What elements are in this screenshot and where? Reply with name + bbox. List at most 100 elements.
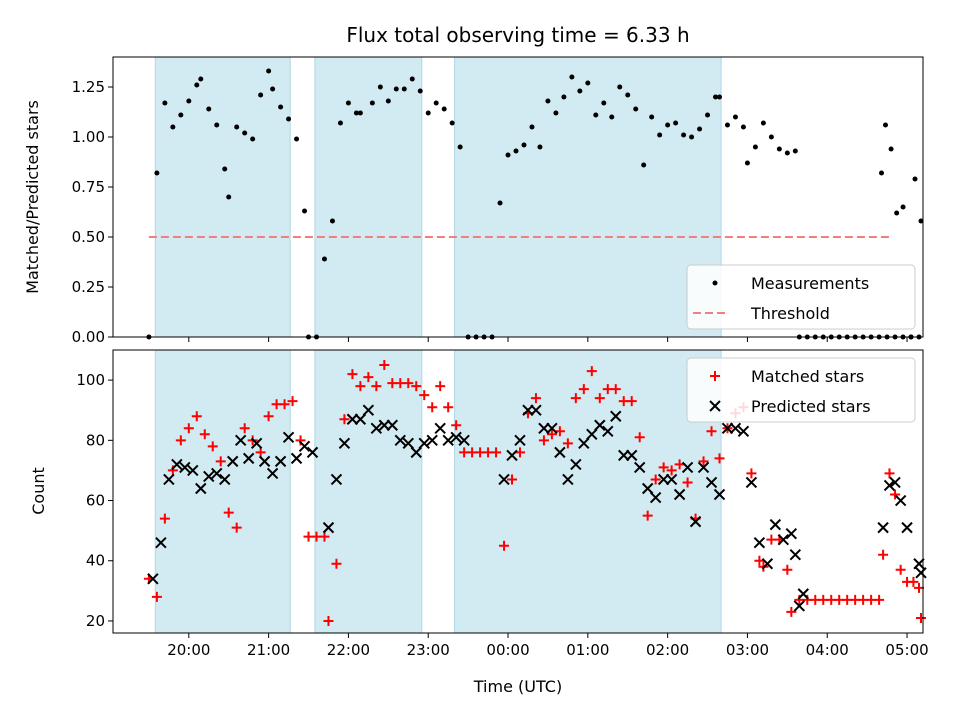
- axes-frame: [112, 56, 924, 338]
- predicted-stars-point: [877, 521, 889, 534]
- matched-stars-point: [650, 474, 661, 485]
- measurement-point: [545, 98, 551, 104]
- matched-stars-point: [642, 510, 653, 521]
- predicted-stars-point: [785, 527, 798, 540]
- observing-window-band: [314, 349, 423, 634]
- predicted-stars-point: [219, 473, 231, 486]
- matched-stars-point: [403, 378, 414, 389]
- legend-label: Threshold: [750, 304, 830, 323]
- matched-stars-point: [578, 384, 589, 395]
- matched-stars-point: [451, 420, 462, 431]
- matched-stars-point: [658, 462, 669, 473]
- predicted-stars-point: [354, 413, 367, 425]
- predicted-stars-point: [211, 467, 223, 480]
- top-panel-y-axis-label: Matched/Predicted stars: [23, 100, 42, 294]
- predicted-stars-point: [450, 431, 462, 444]
- measurement-point: [760, 120, 766, 126]
- measurement-point: [154, 170, 160, 176]
- measurement-point: [441, 106, 447, 112]
- predicted-stars-point: [155, 536, 167, 549]
- predicted-stars-point: [673, 488, 686, 501]
- measurement-point: [353, 110, 359, 116]
- matched-stars-point: [207, 441, 218, 452]
- measurement-point: [513, 148, 519, 154]
- matched-stars-point: [287, 396, 298, 407]
- matched-stars-point: [908, 576, 919, 587]
- predicted-stars-point: [195, 482, 207, 495]
- measurement-point: [377, 84, 383, 90]
- measurement-point: [585, 80, 591, 86]
- measurement-point: [888, 146, 894, 152]
- predicted-stars-point: [777, 533, 790, 546]
- predicted-stars-point: [586, 428, 598, 441]
- measurement-point: [401, 86, 407, 92]
- predicted-stars-point: [554, 446, 566, 459]
- predicted-stars-point: [641, 482, 654, 495]
- matched-stars-point: [916, 612, 926, 623]
- predicted-stars-point: [386, 419, 399, 431]
- matched-stars-point: [895, 564, 906, 575]
- matched-stars-point: [546, 429, 557, 440]
- matched-stars-point: [586, 366, 597, 377]
- measurement-point: [553, 110, 559, 116]
- predicted-stars-point: [546, 422, 558, 434]
- measurement-point: [294, 136, 300, 142]
- predicted-stars-point: [203, 470, 215, 483]
- measurement-point: [214, 122, 220, 128]
- y-tick-label: 80: [86, 431, 105, 449]
- matched-stars-point: [331, 558, 342, 569]
- predicted-stars-point: [901, 521, 913, 534]
- matched-stars-point: [562, 438, 573, 449]
- predicted-stars-point: [226, 455, 239, 468]
- predicted-stars-point: [689, 515, 702, 528]
- predicted-stars-point: [322, 521, 335, 534]
- predicted-stars-point: [282, 431, 295, 444]
- measurement-point: [345, 100, 351, 106]
- predicted-stars-point: [769, 518, 782, 531]
- measurement-point: [258, 92, 264, 98]
- predicted-stars-point: [498, 473, 510, 486]
- measurement-point: [912, 176, 918, 182]
- predicted-stars-point: [705, 476, 718, 489]
- predicted-stars-point: [665, 473, 678, 486]
- measurement-point: [302, 208, 308, 214]
- measurement-point: [776, 146, 782, 152]
- x-axis-label: Time (UTC): [473, 677, 562, 696]
- predicted-stars-point: [913, 558, 925, 570]
- observing-window-band: [454, 349, 722, 634]
- measurement-point: [641, 162, 647, 168]
- measurement-point: [357, 110, 363, 116]
- measurement-point: [222, 166, 228, 172]
- predicted-stars-point: [626, 449, 638, 462]
- measurement-point: [170, 124, 176, 130]
- measurement-point: [752, 144, 758, 150]
- x-tick-label: 20:00: [167, 641, 210, 659]
- measurement-point: [250, 136, 256, 142]
- y-tick-label: 100: [76, 371, 105, 389]
- predicted-stars-point: [506, 449, 518, 462]
- predicted-stars-point: [602, 425, 614, 437]
- matched-stars-point: [666, 465, 677, 476]
- measurement-point: [665, 122, 671, 128]
- measurement-point: [681, 132, 687, 138]
- predicted-stars-point: [530, 404, 542, 416]
- bottom-panel-y-axis-label: Count: [29, 467, 48, 515]
- observing-window-band: [314, 56, 423, 338]
- matched-stars-point: [782, 564, 793, 575]
- predicted-stars-point: [298, 440, 311, 453]
- predicted-stars-point: [713, 488, 726, 501]
- measurement-point: [337, 120, 343, 126]
- x-tick-label: 22:00: [327, 641, 370, 659]
- measurement-point: [657, 132, 663, 138]
- predicted-stars-point: [729, 422, 742, 434]
- predicted-stars-point: [745, 476, 758, 489]
- observing-window-band: [154, 349, 291, 634]
- predicted-stars-point: [306, 446, 319, 459]
- legend-label: Measurements: [751, 274, 869, 293]
- predicted-stars-point: [789, 549, 802, 561]
- measurement-point: [286, 116, 292, 122]
- matched-stars-point: [530, 393, 541, 404]
- measurement-point: [617, 84, 623, 90]
- matched-stars-point: [347, 369, 358, 380]
- predicted-stars-point: [394, 434, 406, 447]
